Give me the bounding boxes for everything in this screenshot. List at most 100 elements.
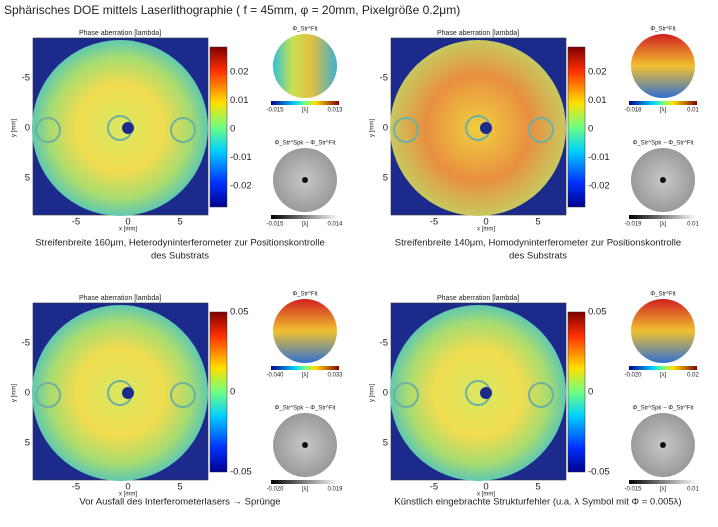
inset-tick-label: 0.033 xyxy=(327,373,343,379)
colorbar xyxy=(568,47,585,207)
inset-image xyxy=(631,299,695,363)
inset-tick-label: [λ] xyxy=(302,373,309,379)
inset-tick-label: 0.019 xyxy=(327,487,343,493)
inset-tick-label: -0.015 xyxy=(266,108,284,114)
y-axis-label: y [mm] xyxy=(370,384,376,402)
inset-tick-label: -0.018 xyxy=(624,108,642,114)
figure-title: Sphärisches DOE mittels Laserlithographi… xyxy=(4,3,460,17)
colorbar-tick-label: 0.01 xyxy=(230,95,249,106)
inset-image xyxy=(273,34,337,98)
inset-label: Φ_Str^Fit xyxy=(292,292,318,298)
inset-image xyxy=(631,34,695,98)
plot-title: Phase aberration [lambda] xyxy=(437,295,519,302)
colorbar-tick-label: 0.05 xyxy=(588,307,607,318)
inset-tick-label: 0.01 xyxy=(687,487,699,493)
inset-tick-label: [λ] xyxy=(660,222,667,228)
inset-colorbar xyxy=(271,366,339,370)
inset-center xyxy=(302,177,308,183)
inset-tick-label: -0.020 xyxy=(624,373,642,379)
colorbar-tick-label: -0.01 xyxy=(588,152,610,163)
caption: Vor Ausfall des Interferometerlasers → S… xyxy=(79,497,280,508)
inset-tick-label: 0.02 xyxy=(687,373,699,379)
colorbar-tick-label: 0 xyxy=(588,124,593,135)
inset-colorbar xyxy=(629,101,697,105)
colorbar-tick-label: 0 xyxy=(588,387,593,398)
inset-label: Φ_Str^Spk − Φ_Str^Fit xyxy=(632,141,693,147)
inset-center xyxy=(302,442,308,448)
colorbar-tick-label: 0 xyxy=(230,124,235,135)
y-tick-label: 0 xyxy=(383,388,388,399)
inset-colorbar xyxy=(629,480,697,484)
figure: Sphärisches DOE mittels Laserlithographi… xyxy=(0,0,718,522)
plot-title: Phase aberration [lambda] xyxy=(79,295,161,302)
y-axis-label: y [mm] xyxy=(370,119,376,137)
inset-center xyxy=(660,442,666,448)
colorbar-tick-label: 0.02 xyxy=(230,67,249,78)
colorbar-tick-label: -0.02 xyxy=(588,181,610,192)
inset-tick-label: [λ] xyxy=(302,222,309,228)
heatmap-disk xyxy=(32,305,208,481)
x-tick-label: 5 xyxy=(535,482,540,493)
x-axis-label: x [mm] xyxy=(477,227,495,233)
x-tick-label: 5 xyxy=(177,217,182,228)
x-tick-label: 5 xyxy=(177,482,182,493)
inset-colorbar xyxy=(271,101,339,105)
colorbar xyxy=(210,312,227,472)
inset-label: Φ_Str^Fit xyxy=(650,292,676,298)
plot-title: Phase aberration [lambda] xyxy=(79,30,161,37)
inset-tick-label: -0.040 xyxy=(266,373,284,379)
x-tick-label: -5 xyxy=(72,217,80,228)
inset-tick-label: [λ] xyxy=(660,108,667,114)
y-tick-label: -5 xyxy=(22,338,30,349)
x-tick-label: -5 xyxy=(430,482,438,493)
colorbar-tick-label: -0.01 xyxy=(230,152,252,163)
caption: Künstlich eingebrachte Strukturfehler (u… xyxy=(394,497,681,508)
colorbar-tick-label: 0.02 xyxy=(588,67,607,78)
inset-label: Φ_Str^Spk − Φ_Str^Fit xyxy=(274,141,335,147)
y-tick-label: 5 xyxy=(25,438,30,449)
center-hole xyxy=(480,122,492,134)
center-hole xyxy=(480,387,492,399)
y-tick-label: -5 xyxy=(22,73,30,84)
y-tick-label: -5 xyxy=(380,338,388,349)
inset-tick-label: 0.01 xyxy=(687,108,699,114)
heatmap-disk xyxy=(32,40,208,216)
inset-colorbar xyxy=(629,215,697,219)
colorbar-tick-label: 0.01 xyxy=(588,95,607,106)
inset-label: Φ_Str^Fit xyxy=(292,27,318,33)
colorbar-tick-label: 0 xyxy=(230,387,235,398)
y-axis-label: y [mm] xyxy=(12,384,18,402)
inset-tick-label: [λ] xyxy=(660,487,667,493)
inset-tick-label: -0.015 xyxy=(266,222,284,228)
inset-label: Φ_Str^Spk − Φ_Str^Fit xyxy=(632,406,693,412)
page: {"header": {"title": "Sphärisches DOE mi… xyxy=(0,0,718,522)
x-tick-label: -5 xyxy=(72,482,80,493)
caption: Streifenbreite 140μm, Homodyninterferome… xyxy=(395,238,681,249)
colorbar-tick-label: -0.05 xyxy=(588,467,610,478)
inset-tick-label: [λ] xyxy=(660,373,667,379)
inset-tick-label: [λ] xyxy=(302,487,309,493)
colorbar-tick-label: -0.02 xyxy=(230,181,252,192)
y-tick-label: 0 xyxy=(383,123,388,134)
inset-label: Φ_Str^Spk − Φ_Str^Fit xyxy=(274,406,335,412)
x-axis-label: x [mm] xyxy=(119,227,137,233)
inset-tick-label: 0.013 xyxy=(327,108,343,114)
inset-tick-label: -0.019 xyxy=(624,222,642,228)
center-hole xyxy=(122,387,134,399)
center-hole xyxy=(122,122,134,134)
y-tick-label: -5 xyxy=(380,73,388,84)
inset-tick-label: 0.01 xyxy=(687,222,699,228)
inset-colorbar xyxy=(271,480,339,484)
y-tick-label: 5 xyxy=(383,438,388,449)
colorbar-tick-label: -0.05 xyxy=(230,467,252,478)
y-tick-label: 0 xyxy=(25,388,30,399)
inset-image xyxy=(273,299,337,363)
inset-tick-label: 0.014 xyxy=(327,222,343,228)
inset-center xyxy=(660,177,666,183)
caption: des Substrats xyxy=(151,251,209,262)
inset-tick-label: [λ] xyxy=(302,108,309,114)
y-tick-label: 0 xyxy=(25,123,30,134)
y-axis-label: y [mm] xyxy=(12,119,18,137)
